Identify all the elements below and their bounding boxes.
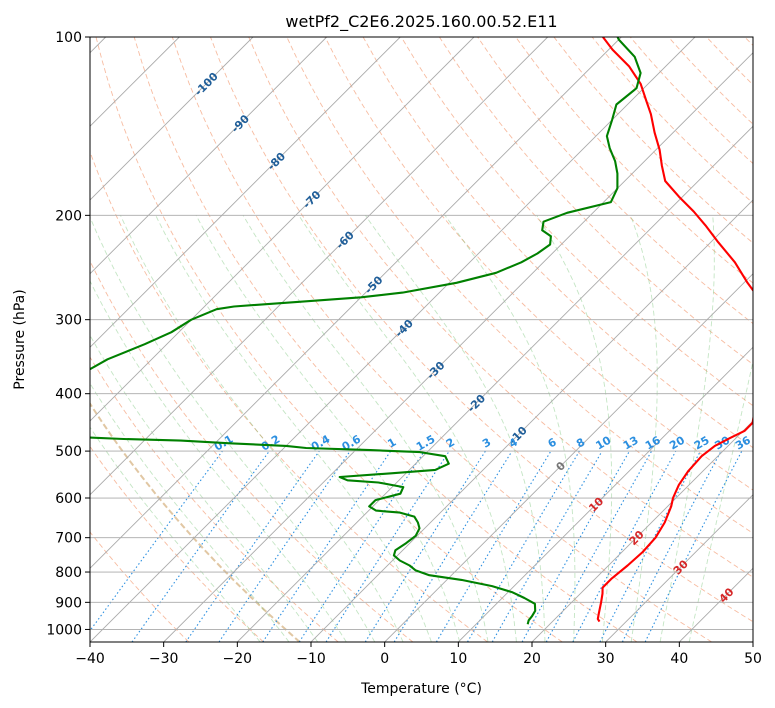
y-tick-label: 1000	[46, 622, 82, 638]
moist-adiabat	[90, 426, 261, 642]
isobar-grid	[90, 37, 753, 630]
moist-adiabats	[90, 215, 753, 642]
moist-adiabat	[195, 215, 461, 642]
dry-adiabat	[324, 37, 753, 491]
y-tick-label: 800	[55, 565, 82, 581]
isotherm-line	[90, 37, 622, 569]
moist-adiabat	[90, 216, 376, 642]
x-tick-label: 10	[449, 651, 467, 667]
mixing-ratio-line	[185, 450, 320, 642]
moist-adiabat	[155, 215, 432, 642]
y-tick-label: 700	[55, 531, 82, 547]
x-tick-label: 50	[744, 651, 762, 667]
y-tick-label: 900	[55, 595, 82, 611]
isotherm-line	[90, 37, 696, 642]
isotherm-line	[90, 37, 328, 275]
dry-adiabat	[90, 356, 339, 642]
mixing-ratio-line	[90, 450, 223, 632]
x-tick-label: 30	[597, 651, 615, 667]
isotherm-line	[236, 125, 753, 642]
x-tick-label: −40	[75, 651, 105, 667]
moist-adiabat	[688, 359, 753, 642]
sounding-profiles	[90, 37, 753, 625]
isotherm-line	[457, 346, 753, 642]
mixing-ratio-line	[545, 450, 653, 642]
isotherm-line	[310, 199, 753, 642]
mixing-ratio-lines	[90, 450, 743, 642]
dry-adiabat	[439, 37, 753, 365]
dry-adiabat	[90, 531, 190, 642]
mixing-ratio-line	[644, 450, 743, 642]
x-tick-label: −20	[223, 651, 253, 667]
mixing-ratio-line	[393, 450, 513, 642]
dry-adiabat	[171, 37, 712, 642]
isotherm-line	[90, 37, 475, 422]
dry-adiabat	[133, 37, 638, 642]
dry-adiabat	[248, 37, 753, 578]
moist-adiabat	[242, 215, 489, 642]
y-tick-label: 400	[55, 387, 82, 403]
plot-frame	[89, 36, 754, 643]
x-tick-label: 0	[380, 651, 389, 667]
dry-adiabat	[515, 37, 753, 284]
plot-area: -100-90-80-70-60-50-40-30-20-10010203040…	[90, 37, 753, 642]
y-axis-title: Pressure (hPa)	[12, 289, 28, 389]
isotherm-line	[384, 273, 753, 642]
dry-adiabats	[90, 37, 753, 642]
dry-adiabat	[210, 37, 753, 623]
y-axis: 100 200 300 400 500 600 700 800 900 1000	[46, 30, 90, 638]
y-tick-label: 500	[55, 444, 82, 460]
y-tick-label: 200	[55, 208, 82, 224]
mixing-ratio-line	[218, 450, 351, 642]
isotherm-grid	[90, 37, 753, 642]
y-tick-label: 300	[55, 313, 82, 329]
dry-adiabat	[95, 37, 563, 642]
isotherm-line	[90, 37, 549, 496]
mixing-ratio-line	[131, 450, 270, 642]
x-axis-title: Temperature (°C)	[360, 681, 482, 697]
isotherm-line	[90, 37, 401, 348]
y-tick-label: 600	[55, 491, 82, 507]
isotherm-line	[605, 494, 753, 642]
chart-title: wetPf2_C2E6.2025.160.00.52.E11	[285, 12, 557, 32]
mixing-ratio-line	[325, 450, 450, 642]
dewpoint-profile	[90, 37, 642, 625]
moist-adiabat	[90, 279, 347, 642]
moist-adiabat	[298, 215, 517, 642]
moist-adiabat	[536, 215, 613, 642]
moist-adiabat	[90, 334, 319, 642]
x-axis: −40 −30 −20 −10 0 10 20 30 40 50	[75, 642, 762, 667]
isotherm-line	[531, 420, 753, 642]
x-tick-label: 20	[523, 651, 541, 667]
x-tick-label: −30	[149, 651, 179, 667]
moist-adiabat	[630, 215, 658, 642]
mixing-ratio-line	[262, 450, 392, 642]
isotherm-line	[163, 52, 753, 642]
dry-adiabat	[400, 37, 753, 407]
x-tick-label: 40	[670, 651, 688, 667]
x-tick-label: −10	[296, 651, 326, 667]
dry-adiabat	[90, 150, 488, 642]
moist-adiabat	[365, 215, 546, 642]
moist-adiabat	[120, 215, 404, 642]
mixing-ratio-line	[572, 450, 677, 642]
y-tick-label: 100	[55, 30, 82, 46]
dry-adiabat	[90, 445, 264, 642]
isotherm-line	[90, 37, 254, 201]
mixing-ratio-line	[521, 450, 630, 642]
temperature-profile	[596, 37, 753, 623]
